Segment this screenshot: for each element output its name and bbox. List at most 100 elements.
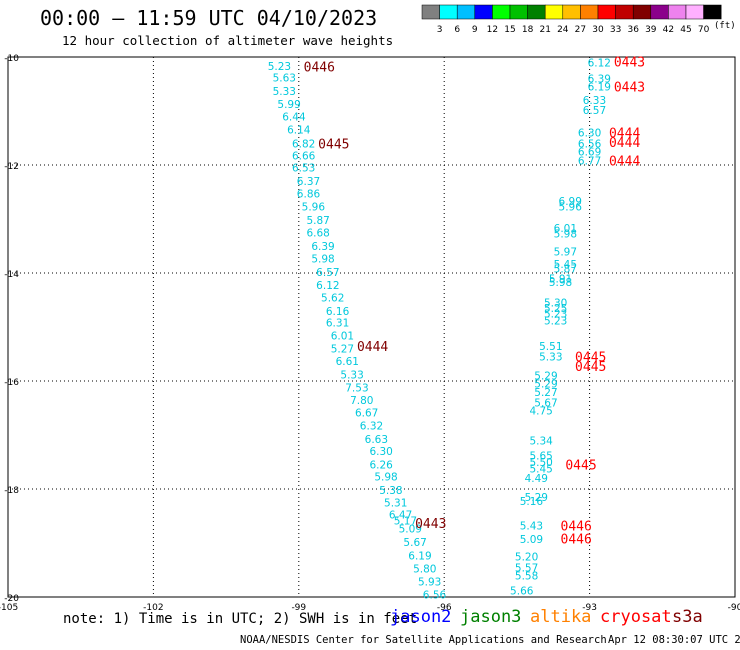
swh-value: 5.38	[379, 485, 402, 497]
swh-value: 6.68	[306, 228, 329, 240]
chart-title: 00:00 — 11:59 UTC 04/10/2023	[40, 6, 378, 30]
swh-value: 5.33	[340, 370, 363, 382]
legend-swatch	[527, 4, 546, 20]
swh-value: 5.96	[559, 202, 583, 214]
sat-label-jason3: jason3	[460, 607, 522, 627]
y-tick-label: -16	[4, 378, 19, 388]
swh-value: 5.87	[306, 215, 329, 227]
legend-label: 33	[610, 25, 621, 35]
swh-value: 6.14	[287, 124, 311, 136]
legend-label: 9	[472, 25, 478, 35]
footer-credit: NOAA/NESDIS Center for Satellite Applica…	[240, 634, 607, 646]
sat-label-cryosat: cryosat	[600, 607, 672, 627]
time-marker: 0446	[561, 520, 592, 535]
y-tick-label: -20	[4, 594, 19, 604]
swh-value: 5.31	[384, 498, 407, 510]
swh-value: 5.93	[418, 576, 441, 588]
legend-label: 45	[680, 25, 691, 35]
swh-value: 6.47	[389, 509, 412, 521]
swh-value: 6.39	[588, 74, 611, 86]
swh-value: 5.91	[549, 273, 572, 285]
x-tick-label: -102	[143, 603, 163, 613]
swh-value: 5.29	[534, 371, 557, 383]
legend-label: 6	[454, 25, 460, 35]
swh-value: 6.01	[554, 223, 577, 235]
sat-label-jason2: jason2	[390, 607, 452, 627]
swh-value: 6.33	[583, 95, 606, 107]
legend-swatch	[562, 4, 581, 20]
y-tick-label: -18	[4, 486, 19, 496]
legend-swatch	[544, 4, 564, 20]
swh-value: 5.09	[520, 534, 543, 546]
swh-value: 6.31	[326, 318, 349, 330]
legend-label: 21	[539, 25, 550, 35]
legend-swatch	[421, 4, 440, 20]
swh-value: 5.43	[520, 521, 543, 533]
legend-swatch	[474, 4, 493, 20]
swh-value: 6.32	[360, 420, 383, 432]
swh-value: 5.20	[515, 552, 538, 564]
swh-value: 6.30	[369, 446, 392, 458]
time-marker: 0445	[565, 459, 596, 474]
swh-value: 5.63	[273, 73, 296, 85]
time-marker: 0444	[609, 127, 640, 142]
sat-label-altika: altika	[530, 607, 592, 627]
swh-value: 6.82	[292, 138, 315, 150]
legend-swatch	[439, 4, 458, 20]
swh-value: 4.75	[529, 406, 552, 418]
swh-value: 6.39	[311, 241, 334, 253]
legend-swatch	[509, 4, 528, 20]
swh-value: 6.67	[355, 407, 378, 419]
time-marker: 0444	[609, 136, 640, 151]
time-marker: 0443	[614, 81, 645, 96]
legend-swatch	[685, 4, 704, 20]
swh-value: 5.98	[554, 229, 577, 241]
swh-value: 5.33	[273, 86, 296, 98]
time-marker: 0445	[318, 137, 349, 152]
swh-value: 6.66	[292, 150, 316, 162]
y-tick-label: -12	[4, 162, 19, 172]
swh-value: 6.57	[316, 267, 339, 279]
legend-label: 24	[557, 25, 569, 35]
swh-value: 5.67	[534, 398, 557, 410]
swh-value: 5.33	[539, 352, 562, 364]
swh-value: 5.99	[277, 99, 300, 111]
swh-value: 6.57	[583, 105, 606, 117]
time-marker: 0443	[614, 55, 645, 70]
swh-value: 5.34	[529, 435, 553, 447]
legend-unit: (ft)	[714, 21, 736, 31]
legend-swatch	[632, 4, 652, 20]
swh-value: 5.66	[510, 586, 534, 598]
time-marker: 0446	[304, 61, 335, 76]
swh-value: 6.26	[369, 460, 393, 472]
swh-value: 5.87	[554, 264, 577, 276]
swh-value: 6.44	[282, 111, 306, 123]
swh-value: 6.77	[578, 156, 601, 168]
swh-value: 5.65	[529, 451, 552, 463]
swh-value: 6.37	[297, 176, 320, 188]
swh-value: 5.51	[539, 341, 562, 353]
swh-value: 5.98	[549, 277, 572, 289]
chart-subtitle: 12 hour collection of altimeter wave hei…	[62, 33, 394, 48]
x-tick-label: -93	[582, 603, 597, 613]
swh-value: 6.19	[588, 82, 611, 94]
plot-frame	[7, 56, 736, 598]
swh-value: 6.16	[326, 306, 350, 318]
swh-value: 5.27	[534, 387, 557, 399]
swh-value: 5.29	[534, 379, 557, 391]
swh-value: 5.98	[374, 472, 397, 484]
legend-swatch	[668, 4, 687, 20]
swh-value: 5.29	[525, 492, 548, 504]
time-marker: 0444	[357, 340, 388, 355]
swh-value: 6.53	[292, 163, 315, 175]
y-tick-label: -14	[4, 270, 19, 280]
swh-value: 5.50	[529, 457, 552, 469]
time-marker: 0445	[575, 360, 606, 375]
legend-label: 70	[698, 25, 710, 35]
swh-value: 5.23	[544, 309, 567, 321]
legend-label: 36	[627, 25, 639, 35]
legend-label: 27	[575, 25, 586, 35]
swh-value: 5.67	[403, 537, 426, 549]
time-marker: 0445	[575, 351, 606, 366]
swh-value: 6.12	[316, 280, 339, 292]
